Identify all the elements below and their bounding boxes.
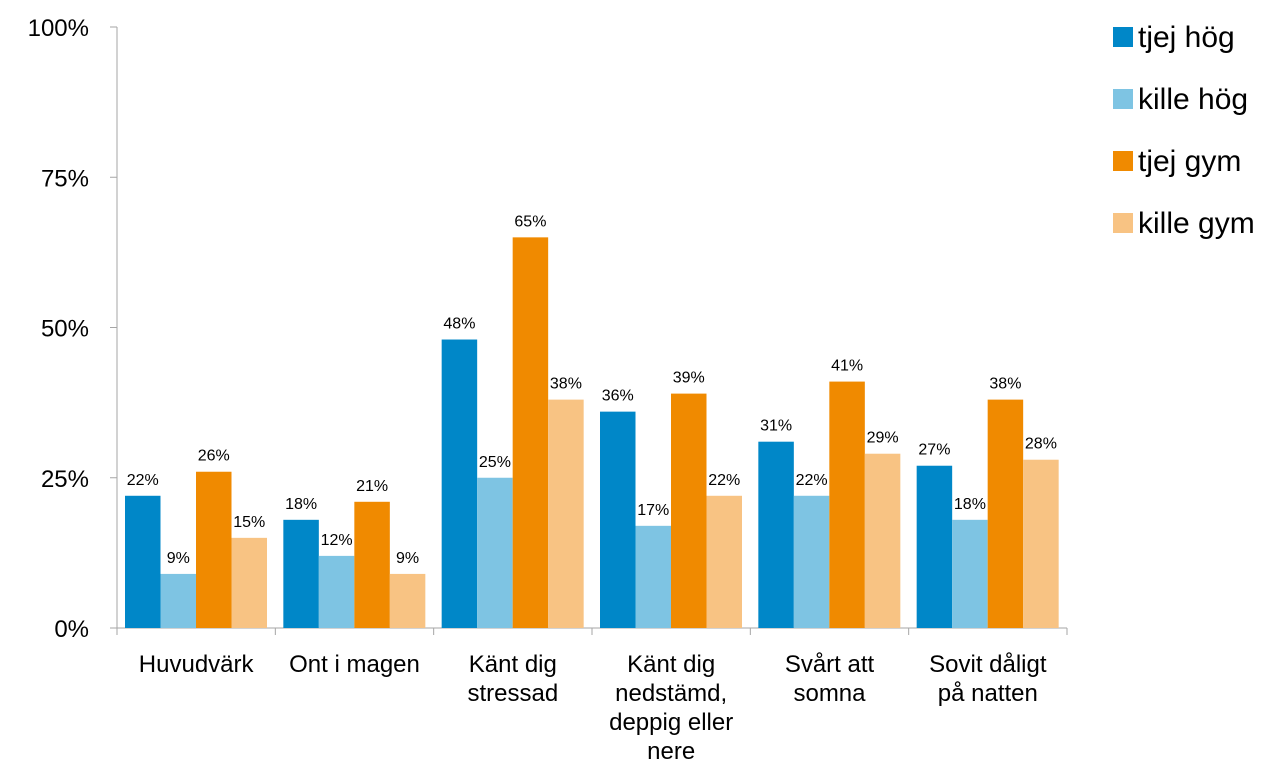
- y-tick-label: 50%: [41, 316, 89, 343]
- data-label: 21%: [356, 478, 388, 495]
- data-label: 38%: [550, 376, 582, 393]
- category-label-line: deppig eller: [609, 709, 733, 736]
- bar: [283, 519, 319, 628]
- legend-label: kille hög: [1138, 83, 1248, 116]
- category-label: Känt dig nedstämd, deppig eller nere: [609, 651, 733, 765]
- bar: [318, 555, 355, 628]
- data-label: 27%: [918, 442, 950, 459]
- x-axis: Huvudvärk Ont i magen Känt dig stressadKänt…: [116, 627, 1068, 765]
- legend-label: tjej hög: [1138, 21, 1235, 54]
- bar: [952, 519, 988, 628]
- bar: [231, 537, 267, 628]
- bar: [196, 471, 232, 628]
- data-label: 25%: [479, 454, 511, 471]
- bar: [125, 495, 161, 628]
- legend-label: tjej gym: [1138, 145, 1241, 178]
- category-label-line: Sovit dåligt: [929, 651, 1047, 678]
- category-label-line: Huvudvärk: [139, 651, 255, 678]
- bar: [389, 573, 426, 628]
- y-tick-label: 25%: [41, 466, 89, 493]
- bar: [477, 477, 513, 628]
- category-label: Känt dig stressad: [467, 651, 558, 707]
- bar: [354, 501, 390, 628]
- category-label: Huvudvärk: [139, 651, 255, 678]
- bar: [706, 495, 742, 628]
- data-labels-group: 22% 18% 48% 36% 31% 27% 9% 12% 25% 17% 22% 18% 26% 21…: [127, 213, 1057, 567]
- category-label-line: stressad: [467, 680, 558, 707]
- legend-swatch: [1113, 151, 1133, 171]
- category-label-line: Känt dig: [469, 651, 557, 678]
- category-label-line: Svårt att: [785, 651, 875, 678]
- bar: [916, 465, 953, 628]
- bar: [829, 381, 865, 628]
- data-label: 39%: [673, 370, 705, 387]
- bar: [1023, 459, 1059, 628]
- bar: [864, 453, 901, 628]
- category-label-line: på natten: [938, 680, 1038, 707]
- data-label: 18%: [285, 496, 317, 513]
- category-label-line: nedstämd,: [615, 680, 727, 707]
- y-tick-label: 100%: [28, 15, 89, 42]
- data-label: 12%: [321, 532, 353, 549]
- category-label-line: Ont i magen: [289, 651, 420, 678]
- data-label: 41%: [831, 358, 863, 375]
- category-label: Ont i magen: [289, 651, 420, 678]
- legend-swatch: [1113, 213, 1133, 233]
- legend-label: kille gym: [1138, 207, 1255, 240]
- data-label: 26%: [198, 448, 230, 465]
- data-label: 17%: [637, 502, 669, 519]
- data-label: 48%: [443, 316, 475, 333]
- legend: tjej hög kille hög tjej gym kille gym: [1113, 21, 1255, 240]
- bar: [671, 393, 707, 628]
- y-axis: 0% 25% 50% 75% 100%: [28, 15, 118, 643]
- bar: [600, 411, 636, 628]
- bar: [793, 495, 830, 628]
- category-label: Sovit dåligt på natten: [929, 651, 1047, 707]
- legend-swatch: [1113, 27, 1133, 47]
- data-label: 22%: [796, 472, 828, 489]
- data-label: 22%: [127, 472, 159, 489]
- data-label: 15%: [233, 514, 265, 531]
- bar: [987, 399, 1024, 628]
- category-label-line: Känt dig: [627, 651, 715, 678]
- category-label-line: nere: [647, 738, 695, 765]
- data-label: 31%: [760, 418, 792, 435]
- bars-group: [125, 237, 1059, 628]
- bar: [635, 525, 671, 628]
- data-label: 9%: [167, 550, 190, 567]
- data-label: 18%: [954, 496, 986, 513]
- category-label-line: somna: [793, 680, 866, 707]
- data-label: 9%: [396, 550, 419, 567]
- y-tick-label: 75%: [41, 165, 89, 192]
- bar: [758, 441, 794, 628]
- data-label: 29%: [867, 430, 899, 447]
- bar: [548, 399, 584, 628]
- data-label: 65%: [514, 213, 546, 230]
- bar: [512, 237, 549, 628]
- data-label: 38%: [989, 376, 1021, 393]
- legend-swatch: [1113, 89, 1133, 109]
- y-tick-label: 0%: [54, 616, 89, 643]
- data-label: 28%: [1025, 436, 1057, 453]
- bar: [441, 339, 478, 628]
- bar: [160, 573, 196, 628]
- category-label: Svårt att somna: [785, 651, 875, 707]
- data-label: 22%: [708, 472, 740, 489]
- data-label: 36%: [602, 388, 634, 405]
